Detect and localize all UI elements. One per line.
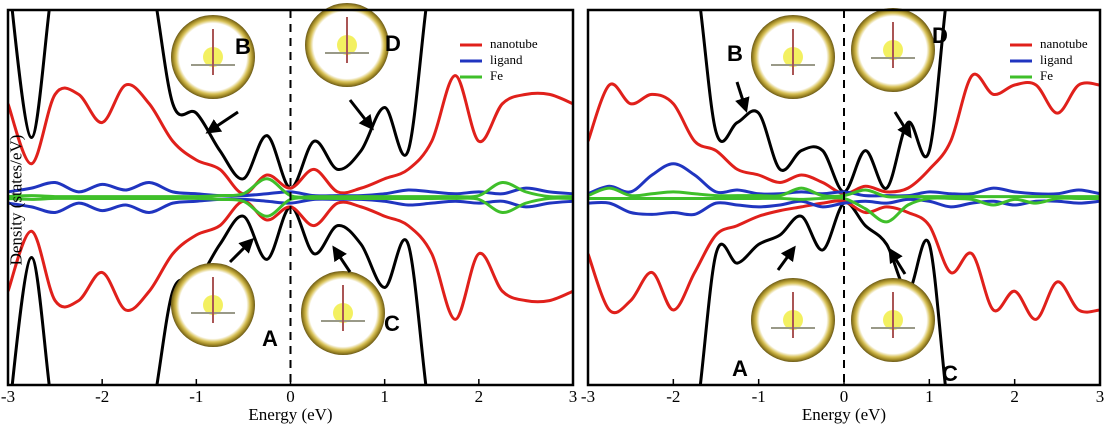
- annotation: C: [942, 361, 958, 386]
- arrow: [332, 245, 352, 273]
- x-tick-label: -1: [752, 387, 766, 406]
- legend-label: Fe: [490, 68, 503, 83]
- dos-curve: [588, 162, 1100, 198]
- legend-label: ligand: [1040, 52, 1073, 67]
- x-tick-label: 3: [569, 387, 578, 406]
- annotation: B: [235, 34, 251, 59]
- annotation: D: [932, 23, 948, 48]
- x-axis-label: Energy (eV): [802, 405, 886, 424]
- annotation: C: [384, 311, 400, 336]
- dos-curve: [8, 197, 573, 215]
- annotation: A: [732, 356, 748, 381]
- x-tick-label: 0: [286, 387, 295, 406]
- dos-curve: [588, 72, 1100, 196]
- dos-curve: [10, 205, 428, 385]
- dos-curve: [8, 74, 573, 196]
- dos-curve: [8, 180, 573, 198]
- arrow: [776, 245, 796, 271]
- x-tick-label: 3: [1096, 387, 1105, 406]
- arrow: [735, 81, 750, 113]
- x-tick-label: 2: [475, 387, 484, 406]
- annotation: B: [727, 41, 743, 66]
- legend-label: nanotube: [1040, 36, 1088, 51]
- arrow: [205, 110, 239, 134]
- arrow: [228, 237, 255, 264]
- x-tick-label: -2: [666, 387, 680, 406]
- plot-area: [588, 10, 1100, 385]
- x-tick-label: -3: [581, 387, 595, 406]
- dos-curve: [588, 199, 1100, 321]
- arrow: [888, 247, 907, 275]
- x-tick-label: -3: [1, 387, 15, 406]
- annotation: A: [262, 326, 278, 351]
- x-tick-label: 0: [840, 387, 849, 406]
- arrow: [348, 99, 374, 131]
- annotation: D: [385, 31, 401, 56]
- x-tick-label: -1: [189, 387, 203, 406]
- dos-curve: [588, 197, 1100, 217]
- legend-label: nanotube: [490, 36, 538, 51]
- dos-curve: [10, 10, 428, 190]
- x-tick-label: 2: [1010, 387, 1019, 406]
- dos-curve: [8, 199, 573, 321]
- legend-label: Fe: [1040, 68, 1053, 83]
- x-tick-label: 1: [380, 387, 389, 406]
- x-tick-label: -2: [95, 387, 109, 406]
- x-tick-label: 1: [925, 387, 934, 406]
- plot-area: [8, 10, 573, 385]
- x-axis-label: Energy (eV): [248, 405, 332, 424]
- dos-curve: [699, 10, 947, 194]
- arrow: [893, 111, 912, 139]
- legend-label: ligand: [490, 52, 523, 67]
- y-axis-label: Density (states/eV): [6, 135, 25, 266]
